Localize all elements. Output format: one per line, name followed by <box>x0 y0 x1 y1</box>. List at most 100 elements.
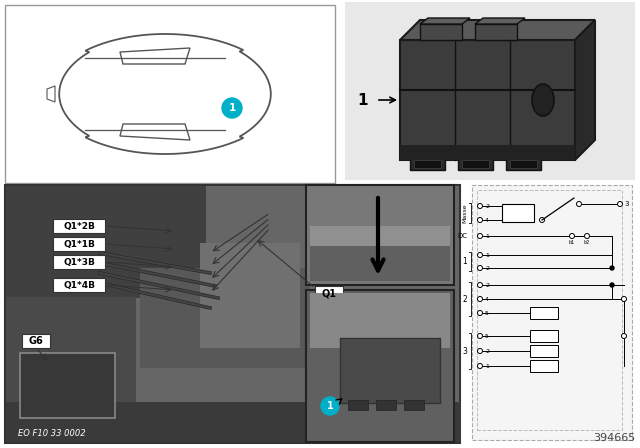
Bar <box>306 185 454 285</box>
Bar <box>5 185 460 443</box>
Circle shape <box>621 333 627 339</box>
Circle shape <box>477 297 483 302</box>
Circle shape <box>222 98 242 118</box>
Bar <box>400 145 575 160</box>
Text: EO F10 33 0002: EO F10 33 0002 <box>18 429 86 438</box>
Bar <box>310 246 450 281</box>
Circle shape <box>477 349 483 353</box>
Text: 1: 1 <box>358 92 368 108</box>
Text: G6: G6 <box>29 336 44 346</box>
Bar <box>53 278 105 292</box>
Bar <box>472 185 632 440</box>
Text: b1: b1 <box>569 240 575 245</box>
Circle shape <box>610 266 614 270</box>
Bar <box>140 268 310 368</box>
Bar <box>530 360 558 372</box>
Bar <box>404 400 424 410</box>
Circle shape <box>477 363 483 369</box>
Circle shape <box>540 217 545 223</box>
Bar <box>6 297 136 442</box>
Circle shape <box>477 203 483 208</box>
Text: 1: 1 <box>485 363 489 369</box>
Bar <box>5 5 335 183</box>
Polygon shape <box>47 86 55 102</box>
Circle shape <box>570 233 575 238</box>
Ellipse shape <box>532 84 554 116</box>
Text: 2: 2 <box>485 203 489 208</box>
Text: 2: 2 <box>462 294 467 303</box>
Bar <box>6 186 206 298</box>
Bar <box>345 2 635 180</box>
Circle shape <box>477 333 483 339</box>
Bar <box>475 24 517 40</box>
Polygon shape <box>575 20 595 160</box>
Bar <box>310 293 450 348</box>
Bar <box>502 204 534 222</box>
Circle shape <box>321 397 339 415</box>
Bar <box>200 243 300 348</box>
Circle shape <box>477 253 483 258</box>
Polygon shape <box>120 48 190 64</box>
Text: 5: 5 <box>485 310 489 315</box>
Bar <box>410 156 445 170</box>
Text: 2: 2 <box>485 266 489 271</box>
Bar <box>400 40 575 160</box>
Text: 2: 2 <box>485 283 489 288</box>
Circle shape <box>577 202 582 207</box>
Text: 394665: 394665 <box>593 433 635 443</box>
Bar <box>315 286 343 300</box>
Bar <box>506 156 541 170</box>
Bar <box>458 156 493 170</box>
Circle shape <box>621 297 627 302</box>
Bar <box>20 353 115 418</box>
Bar <box>6 402 461 442</box>
Text: 3: 3 <box>462 346 467 356</box>
Circle shape <box>477 217 483 223</box>
Bar <box>340 338 440 403</box>
Bar <box>530 330 558 342</box>
Bar <box>510 160 537 168</box>
Circle shape <box>584 233 589 238</box>
Text: 2: 2 <box>485 349 489 353</box>
Circle shape <box>618 202 623 207</box>
Polygon shape <box>60 34 271 154</box>
Circle shape <box>477 266 483 271</box>
Text: Q1*4B: Q1*4B <box>63 280 95 289</box>
Circle shape <box>477 233 483 238</box>
Bar <box>348 400 368 410</box>
Polygon shape <box>400 20 595 40</box>
Text: 1: 1 <box>228 103 236 113</box>
Polygon shape <box>475 18 525 24</box>
Bar <box>414 160 441 168</box>
Bar <box>306 290 454 442</box>
Bar <box>53 255 105 269</box>
Bar <box>310 226 450 281</box>
Text: DC: DC <box>457 233 467 239</box>
Text: 1: 1 <box>485 233 489 238</box>
Text: 4: 4 <box>485 217 489 223</box>
Text: Masse: Masse <box>462 203 467 223</box>
Circle shape <box>477 310 483 315</box>
Bar <box>53 219 105 233</box>
Bar <box>376 400 396 410</box>
Text: 1: 1 <box>462 257 467 266</box>
Bar <box>462 160 489 168</box>
Text: Q1*2B: Q1*2B <box>63 221 95 231</box>
Text: b2: b2 <box>584 240 590 245</box>
Text: 5: 5 <box>485 333 489 339</box>
Bar <box>53 237 105 251</box>
Text: Q1*1B: Q1*1B <box>63 240 95 249</box>
Text: Q1*3B: Q1*3B <box>63 258 95 267</box>
Bar <box>530 307 558 319</box>
Bar <box>22 334 50 348</box>
Bar <box>477 190 622 430</box>
Text: 1: 1 <box>326 401 333 411</box>
Text: Q1: Q1 <box>321 288 337 298</box>
Polygon shape <box>420 18 470 24</box>
Polygon shape <box>120 124 190 140</box>
Bar <box>6 186 459 442</box>
Text: 3: 3 <box>624 201 628 207</box>
Bar <box>530 345 558 357</box>
Circle shape <box>477 283 483 288</box>
Bar <box>420 24 462 40</box>
